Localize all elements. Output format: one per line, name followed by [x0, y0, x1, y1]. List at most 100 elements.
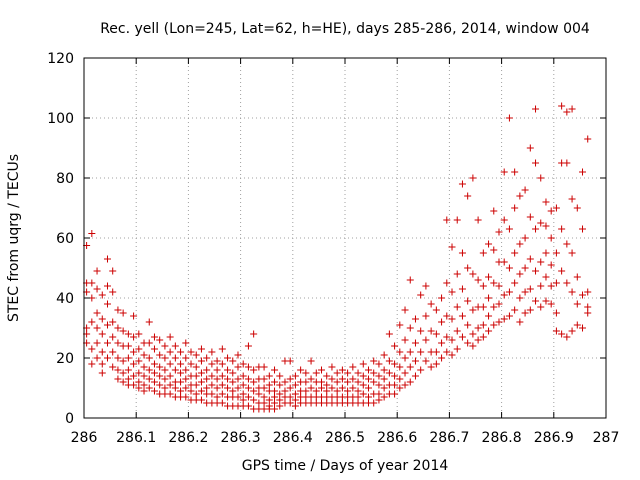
- data-point: [485, 294, 493, 302]
- data-point: [401, 354, 409, 362]
- data-point: [552, 309, 560, 317]
- data-point: [558, 225, 566, 233]
- data-point: [98, 348, 106, 356]
- data-point: [312, 387, 320, 395]
- data-point: [88, 279, 96, 287]
- data-point: [422, 336, 430, 344]
- data-point: [203, 375, 211, 383]
- data-point: [333, 369, 341, 377]
- data-point: [448, 351, 456, 359]
- data-point: [109, 333, 117, 341]
- data-points: [83, 102, 592, 413]
- data-point: [516, 294, 524, 302]
- data-point: [500, 216, 508, 224]
- data-point: [208, 348, 216, 356]
- data-point: [182, 366, 190, 374]
- data-point: [244, 363, 252, 371]
- data-point: [265, 381, 273, 389]
- data-point: [411, 315, 419, 323]
- data-point: [474, 276, 482, 284]
- x-tick-label: 286: [71, 430, 98, 446]
- data-point: [187, 387, 195, 395]
- data-point: [526, 213, 534, 221]
- data-point: [547, 261, 555, 269]
- data-point: [276, 372, 284, 380]
- data-point: [88, 360, 96, 368]
- data-point: [579, 324, 587, 332]
- data-point: [500, 258, 508, 266]
- data-point: [302, 369, 310, 377]
- data-point: [349, 375, 357, 383]
- data-point: [192, 363, 200, 371]
- data-point: [516, 192, 524, 200]
- data-point: [88, 230, 96, 237]
- data-point: [573, 321, 581, 329]
- data-point: [406, 324, 414, 332]
- data-point: [385, 330, 393, 338]
- data-point: [354, 393, 362, 401]
- data-point: [177, 348, 185, 356]
- data-point: [250, 387, 258, 395]
- data-point: [411, 339, 419, 347]
- data-point: [432, 360, 440, 368]
- data-point: [584, 309, 592, 317]
- y-tick-label: 100: [47, 111, 74, 127]
- x-axis-ticks: 286 286.1 286.2 286.3 286.4 286.5 286.6 286.7 28…: [71, 58, 619, 446]
- data-point: [302, 387, 310, 395]
- data-point: [103, 255, 111, 263]
- data-point: [182, 339, 190, 347]
- data-point: [500, 315, 508, 323]
- data-point: [187, 360, 195, 368]
- data-point: [302, 378, 310, 386]
- y-tick-label: 60: [56, 231, 74, 247]
- data-point: [505, 312, 513, 320]
- data-point: [511, 306, 519, 314]
- data-point: [323, 387, 331, 395]
- data-point: [130, 312, 138, 320]
- data-point: [516, 270, 524, 278]
- x-tick-label: 286.5: [325, 430, 365, 446]
- data-point: [286, 375, 294, 383]
- data-point: [568, 288, 576, 296]
- data-point: [150, 345, 158, 353]
- data-point: [323, 372, 331, 380]
- data-point: [250, 366, 258, 374]
- data-point: [401, 381, 409, 389]
- data-point: [391, 342, 399, 350]
- data-point: [244, 384, 252, 392]
- data-point: [224, 384, 232, 392]
- data-point: [192, 390, 200, 398]
- data-point: [380, 351, 388, 359]
- data-point: [124, 342, 132, 350]
- data-point: [276, 396, 284, 404]
- data-point: [260, 384, 268, 392]
- x-tick-label: 286.1: [116, 430, 156, 446]
- data-point: [417, 366, 425, 374]
- data-point: [526, 285, 534, 293]
- data-point: [464, 264, 472, 272]
- data-point: [140, 351, 148, 359]
- data-point: [406, 378, 414, 386]
- data-point: [192, 372, 200, 380]
- data-point: [490, 246, 498, 254]
- data-point: [511, 168, 519, 176]
- data-point: [469, 342, 477, 350]
- data-point: [213, 393, 221, 401]
- data-point: [234, 363, 242, 371]
- data-point: [208, 381, 216, 389]
- data-point: [224, 354, 232, 362]
- data-point: [244, 402, 252, 410]
- data-point: [479, 282, 487, 290]
- data-point: [448, 336, 456, 344]
- data-point: [537, 219, 545, 227]
- data-point: [558, 330, 566, 338]
- data-point: [349, 363, 357, 371]
- data-point: [354, 369, 362, 377]
- data-point: [370, 399, 378, 407]
- y-axis-ticks: 0 20 40 60 80 100 120: [47, 51, 606, 427]
- data-point: [375, 396, 383, 404]
- data-point: [364, 384, 372, 392]
- data-point: [203, 366, 211, 374]
- data-point: [291, 402, 299, 410]
